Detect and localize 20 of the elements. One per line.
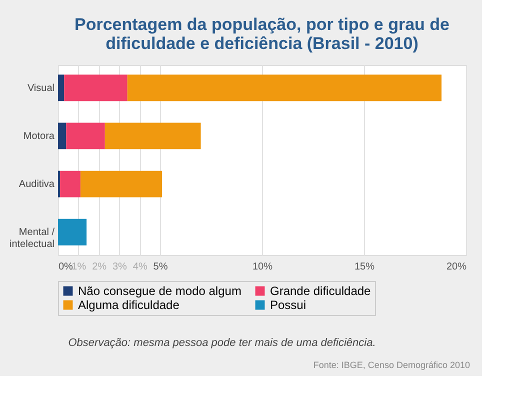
y-tick-label: Motora xyxy=(23,130,55,142)
x-tick-label: 2% xyxy=(92,262,107,272)
y-tick-label: Auditiva xyxy=(18,179,55,190)
chart-title: Porcentagem da população, por tipo e grau de dificuldade e deficiência (Brasil - 2010) xyxy=(74,15,450,53)
x-tick-label: 20% xyxy=(446,262,467,272)
x-tick-label: 4% xyxy=(132,262,148,272)
legend-label: Possui xyxy=(270,298,306,312)
x-tick-label: 1% xyxy=(72,262,86,272)
source-note: Fonte: IBGE, Censo Demográfico 2010 xyxy=(313,360,470,370)
legend-label: Grande dificuldade xyxy=(270,284,372,298)
x-tick-label: 10% xyxy=(252,262,273,272)
x-tick-label: 3% xyxy=(112,262,128,272)
y-tick-label: Visual xyxy=(27,82,54,94)
x-tick-label: 5% xyxy=(153,262,168,272)
y-tick-label: Mental / intelectual xyxy=(9,227,55,250)
x-tick-label: 0% xyxy=(58,262,74,272)
legend-label: Alguma dificuldade xyxy=(78,298,180,312)
x-tick-label: 15% xyxy=(354,262,375,272)
legend-label: Não consegue de modo algum xyxy=(78,284,242,298)
text: Observação: mesma pessoa pode ter mais de uma deficiência. xyxy=(68,337,376,349)
